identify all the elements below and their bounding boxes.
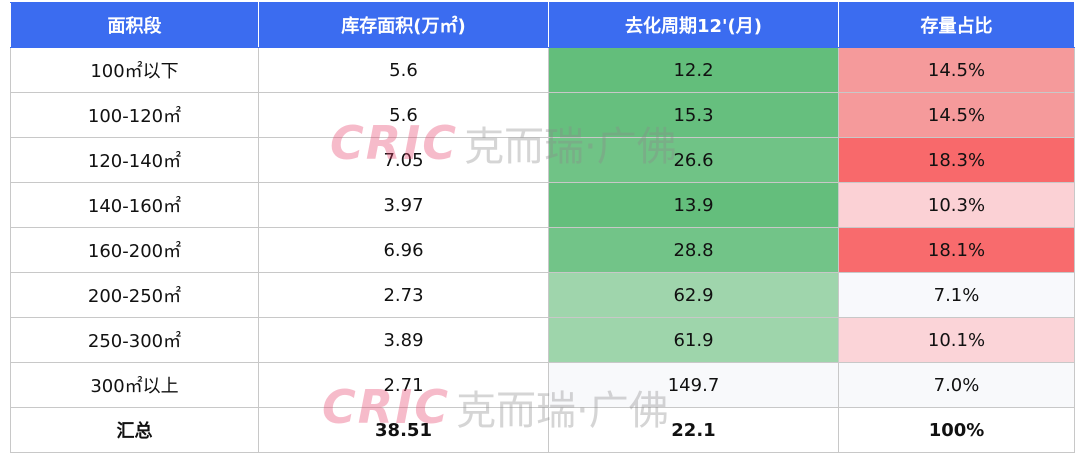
table-body: 100㎡以下 5.6 12.2 14.5% 100-120㎡ 5.6 15.3 14.5% 12… — [10, 47, 1075, 453]
table-cell: 62.9 — [548, 272, 839, 318]
table-cell: 140-160㎡ — [10, 182, 259, 228]
table-cell: 14.5% — [838, 47, 1075, 93]
table-cell: 28.8 — [548, 227, 839, 273]
header-cell: 面积段 — [10, 2, 259, 48]
table-cell: 13.9 — [548, 182, 839, 228]
total-cell: 汇总 — [10, 407, 259, 453]
table-cell: 160-200㎡ — [10, 227, 259, 273]
table-cell: 2.71 — [258, 362, 549, 408]
table-row: 100㎡以下 5.6 12.2 14.5% — [10, 47, 1075, 93]
data-table: 面积段 库存面积(万㎡) 去化周期12'(月) 存量占比 100㎡以下 5.6 12.2 1… — [10, 2, 1075, 453]
table-cell: 61.9 — [548, 317, 839, 363]
table-cell: 10.1% — [838, 317, 1075, 363]
table-cell: 3.89 — [258, 317, 549, 363]
table-row: 250-300㎡ 3.89 61.9 10.1% — [10, 317, 1075, 363]
table-cell: 6.96 — [258, 227, 549, 273]
table-row: 300㎡以上 2.71 149.7 7.0% — [10, 362, 1075, 408]
table-cell: 149.7 — [548, 362, 839, 408]
table-cell: 14.5% — [838, 92, 1075, 138]
table-cell: 200-250㎡ — [10, 272, 259, 318]
table-row: 160-200㎡ 6.96 28.8 18.1% — [10, 227, 1075, 273]
header-cell: 存量占比 — [838, 2, 1075, 48]
table-cell: 3.97 — [258, 182, 549, 228]
table-cell: 5.6 — [258, 47, 549, 93]
total-cell: 100% — [838, 407, 1075, 453]
table-cell: 300㎡以上 — [10, 362, 259, 408]
table-cell: 15.3 — [548, 92, 839, 138]
table-cell: 120-140㎡ — [10, 137, 259, 183]
table-cell: 26.6 — [548, 137, 839, 183]
header-cell: 库存面积(万㎡) — [258, 2, 549, 48]
table-cell: 2.73 — [258, 272, 549, 318]
total-cell: 38.51 — [258, 407, 549, 453]
table-cell: 100-120㎡ — [10, 92, 259, 138]
table-cell: 7.05 — [258, 137, 549, 183]
total-cell: 22.1 — [548, 407, 839, 453]
table-cell: 12.2 — [548, 47, 839, 93]
table-cell: 5.6 — [258, 92, 549, 138]
table-row: 140-160㎡ 3.97 13.9 10.3% — [10, 182, 1075, 228]
header-row: 面积段 库存面积(万㎡) 去化周期12'(月) 存量占比 — [10, 2, 1075, 48]
table-cell: 100㎡以下 — [10, 47, 259, 93]
table-cell: 10.3% — [838, 182, 1075, 228]
table-row: 100-120㎡ 5.6 15.3 14.5% — [10, 92, 1075, 138]
table-row: 200-250㎡ 2.73 62.9 7.1% — [10, 272, 1075, 318]
table-row: 120-140㎡ 7.05 26.6 18.3% — [10, 137, 1075, 183]
table-cell: 250-300㎡ — [10, 317, 259, 363]
total-row: 汇总 38.51 22.1 100% — [10, 407, 1075, 453]
table-cell: 7.1% — [838, 272, 1075, 318]
header-cell: 去化周期12'(月) — [548, 2, 839, 48]
table-cell: 18.1% — [838, 227, 1075, 273]
table-cell: 18.3% — [838, 137, 1075, 183]
table-cell: 7.0% — [838, 362, 1075, 408]
